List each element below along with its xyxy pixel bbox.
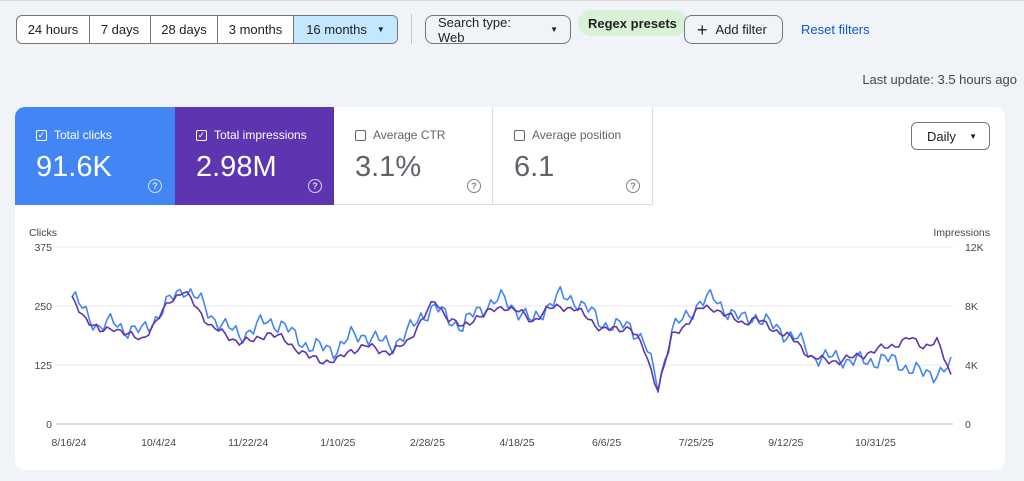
caret-down-icon: ▼ bbox=[969, 131, 977, 141]
date-range-selector: 24 hours 7 days 28 days 3 months 16 mont… bbox=[16, 15, 398, 44]
x-tick-label: 6/6/25 bbox=[592, 437, 621, 449]
x-tick-label: 7/25/25 bbox=[679, 437, 714, 449]
help-circle-icon[interactable]: ? bbox=[148, 179, 162, 193]
metric-value: 2.98M bbox=[196, 151, 277, 183]
x-tick-label: 10/4/24 bbox=[141, 437, 176, 449]
range-label: 3 months bbox=[228, 22, 283, 37]
performance-card: ✓ Total clicks 91.6K ? ✓ Total impressio… bbox=[15, 107, 1005, 470]
left-tick-label: 375 bbox=[34, 242, 52, 254]
x-tick-label: 4/18/25 bbox=[499, 437, 534, 449]
left-tick-label: 0 bbox=[46, 419, 52, 431]
left-tick-label: 250 bbox=[34, 301, 52, 313]
help-circle-icon[interactable]: ? bbox=[308, 179, 322, 193]
help-circle-icon[interactable]: ? bbox=[467, 179, 481, 193]
metric-total-impressions[interactable]: ✓ Total impressions 2.98M ? bbox=[175, 107, 334, 205]
caret-down-icon: ▼ bbox=[376, 25, 385, 34]
right-axis-title: Impressions bbox=[933, 227, 990, 239]
right-tick-label: 12K bbox=[965, 242, 984, 254]
search-type-label: Search type: Web bbox=[438, 14, 511, 45]
last-update-text: Last update: 3.5 hours ago bbox=[862, 72, 1017, 87]
add-filter-label: Add filter bbox=[715, 22, 767, 37]
metric-label: Average CTR bbox=[373, 128, 446, 142]
regex-presets-chip[interactable]: Regex presets bbox=[578, 10, 687, 36]
left-axis-title: Clicks bbox=[29, 227, 57, 239]
left-tick-label: 125 bbox=[34, 360, 52, 372]
toolbar-divider bbox=[411, 14, 412, 44]
caret-down-icon: ▼ bbox=[550, 25, 558, 34]
range-24-hours[interactable]: 24 hours bbox=[17, 16, 90, 43]
reset-filters-link[interactable]: Reset filters bbox=[801, 22, 870, 37]
right-tick-label: 4K bbox=[965, 360, 978, 372]
help-circle-icon[interactable]: ? bbox=[626, 179, 640, 193]
granularity-label: Daily bbox=[927, 128, 956, 144]
series-line-impressions bbox=[71, 291, 952, 392]
x-tick-label: 1/10/25 bbox=[320, 437, 355, 449]
range-7-days[interactable]: 7 days bbox=[90, 16, 151, 43]
checkbox-icon[interactable] bbox=[514, 129, 525, 141]
metric-average-ctr[interactable]: Average CTR 3.1% ? bbox=[334, 107, 493, 205]
range-16-months[interactable]: 16 months ▼ bbox=[294, 16, 397, 43]
checkbox-icon[interactable]: ✓ bbox=[196, 129, 207, 141]
metric-value: 3.1% bbox=[355, 151, 422, 183]
range-label: 16 months bbox=[306, 22, 367, 37]
metric-label-row: ✓ Total impressions bbox=[196, 128, 307, 142]
metric-total-clicks[interactable]: ✓ Total clicks 91.6K ? bbox=[15, 107, 175, 205]
metric-average-position[interactable]: Average position 6.1 ? bbox=[493, 107, 653, 205]
metric-label-row: Average CTR bbox=[355, 128, 445, 142]
search-type-dropdown[interactable]: Search type: Web ▼ bbox=[425, 14, 571, 45]
right-tick-label: 8K bbox=[965, 301, 978, 313]
range-28-days[interactable]: 28 days bbox=[151, 16, 218, 43]
checkbox-icon[interactable] bbox=[355, 129, 366, 141]
metric-value: 6.1 bbox=[514, 151, 555, 183]
metric-label: Total impressions bbox=[214, 128, 307, 142]
range-label: 24 hours bbox=[27, 22, 79, 37]
metric-label-row: ✓ Total clicks bbox=[36, 128, 112, 142]
range-3-months[interactable]: 3 months bbox=[218, 16, 294, 43]
checkbox-icon[interactable]: ✓ bbox=[36, 129, 47, 141]
granularity-dropdown[interactable]: Daily ▼ bbox=[911, 122, 990, 150]
x-tick-label: 11/22/24 bbox=[228, 437, 268, 449]
regex-presets-label: Regex presets bbox=[588, 15, 677, 31]
right-tick-label: 0 bbox=[965, 419, 971, 431]
metric-label: Total clicks bbox=[54, 128, 113, 142]
metric-value: 91.6K bbox=[36, 151, 112, 183]
series-line-clicks bbox=[71, 285, 952, 394]
top-divider bbox=[0, 0, 1024, 1]
metric-label: Average position bbox=[532, 128, 622, 142]
x-tick-label: 9/12/25 bbox=[768, 437, 803, 449]
metric-label-row: Average position bbox=[514, 128, 621, 142]
performance-chart[interactable]: Clicks Impressions 375 12K 250 8K 125 4K 0 0 8/1… bbox=[15, 217, 1005, 467]
x-tick-label: 8/16/24 bbox=[51, 437, 86, 449]
x-tick-label: 10/31/25 bbox=[855, 437, 896, 449]
add-filter-button[interactable]: + Add filter bbox=[684, 15, 783, 44]
range-label: 7 days bbox=[100, 22, 140, 37]
range-label: 28 days bbox=[161, 22, 207, 37]
plus-icon: + bbox=[697, 19, 708, 40]
x-tick-label: 2/28/25 bbox=[410, 437, 445, 449]
